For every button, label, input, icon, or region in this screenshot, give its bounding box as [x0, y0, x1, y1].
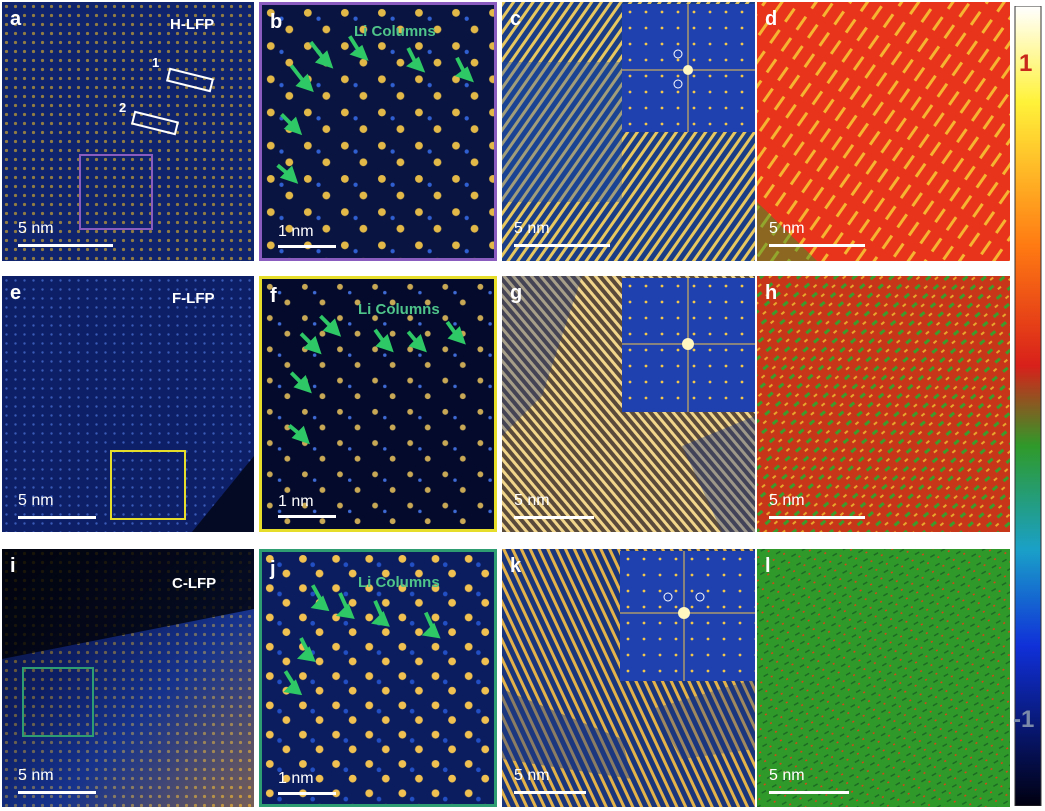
scale-bar-line [514, 516, 594, 519]
panel-a: a H-LFP 1 2 5 nm [2, 2, 254, 261]
scale-bar-line [278, 792, 336, 795]
panel-label-d: d [765, 8, 778, 30]
sample-title-f-lfp: F-LFP [172, 290, 215, 307]
panel-e: e F-LFP 5 nm [2, 276, 254, 532]
stem-zoom-b [262, 5, 494, 258]
scale-bar-line [18, 516, 96, 519]
scale-bar-h: 5 nm [769, 492, 865, 522]
scale-bar-line [278, 245, 336, 248]
panel-label-c: c [510, 8, 522, 30]
stem-image-a [2, 2, 254, 261]
panel-f: f Li Columns 1 nm [259, 276, 497, 532]
sample-title-h-lfp: H-LFP [170, 16, 215, 33]
fft-pattern-k [620, 551, 755, 681]
fft-inset-k [620, 551, 755, 681]
scale-bar-j: 1 nm [278, 770, 336, 800]
colorbar-max-label: 1 [1019, 50, 1033, 77]
box-number-2: 2 [119, 100, 127, 115]
fft-inset-c [622, 4, 755, 132]
box-number-1: 1 [152, 55, 160, 70]
panel-label-e: e [10, 282, 22, 304]
panel-label-g: g [510, 282, 523, 304]
panel-i: i C-LFP 5 nm [2, 549, 254, 807]
panel-b: b Li Columns 1 nm [259, 2, 497, 261]
panel-label-h: h [765, 282, 778, 304]
strain-map-h [757, 276, 1010, 532]
fft-pattern-g [622, 278, 755, 412]
scale-bar-d: 5 nm [769, 220, 865, 250]
scale-bar-k: 5 nm [514, 767, 586, 797]
colorbar: 1 -1 [1013, 6, 1043, 806]
panel-label-k: k [510, 555, 522, 577]
scale-bar-line [18, 791, 96, 794]
strain-map-l [757, 549, 1010, 807]
panel-j: j Li Columns 1 nm [259, 549, 497, 807]
colorbar-min-label: -1 [1013, 706, 1035, 733]
sample-title-c-lfp: C-LFP [172, 575, 217, 592]
strain-map-d [757, 2, 1010, 261]
scale-bar-line [769, 791, 849, 794]
fft-inset-g [622, 278, 755, 412]
scale-bar-f: 1 nm [278, 493, 336, 523]
stem-zoom-j [262, 552, 494, 804]
li-columns-label-j: Li Columns [358, 574, 440, 591]
scale-bar-i: 5 nm [18, 767, 96, 797]
scale-bar-line [514, 244, 610, 247]
li-columns-label-f: Li Columns [358, 301, 440, 318]
zoom-region-box-a [79, 154, 153, 230]
panel-label-f: f [270, 285, 277, 307]
zoom-region-box-e [110, 450, 186, 520]
scale-bar-e: 5 nm [18, 492, 96, 522]
panel-c: c 5 nm [502, 2, 755, 261]
scale-bar-line [769, 244, 865, 247]
stem-image-e [2, 276, 254, 532]
zoom-region-box-i [22, 667, 94, 737]
scale-bar-b: 1 nm [278, 223, 336, 253]
scale-bar-line [514, 791, 586, 794]
panel-label-i: i [10, 555, 16, 577]
panel-h: h 5 nm [757, 276, 1010, 532]
panel-label-j: j [270, 558, 276, 580]
scale-bar-c: 5 nm [514, 220, 610, 250]
panel-k: k 5 nm [502, 549, 755, 807]
panel-g: g 5 nm [502, 276, 755, 532]
stem-image-i [2, 549, 254, 807]
stem-zoom-f [262, 279, 494, 529]
scale-bar-line [278, 515, 336, 518]
scale-bar-line [18, 244, 113, 247]
scale-bar-a: 5 nm [18, 220, 113, 250]
panel-label-a: a [10, 8, 22, 30]
colorbar-gradient [1014, 6, 1042, 806]
fft-pattern-c [622, 4, 755, 132]
panel-label-b: b [270, 11, 283, 33]
scale-bar-l: 5 nm [769, 767, 849, 797]
scale-bar-g: 5 nm [514, 492, 594, 522]
panel-label-l: l [765, 555, 771, 577]
scale-bar-line [769, 516, 865, 519]
panel-d: d 5 nm [757, 2, 1010, 261]
li-columns-label-b: Li Columns [354, 23, 436, 40]
panel-l: l 5 nm [757, 549, 1010, 807]
